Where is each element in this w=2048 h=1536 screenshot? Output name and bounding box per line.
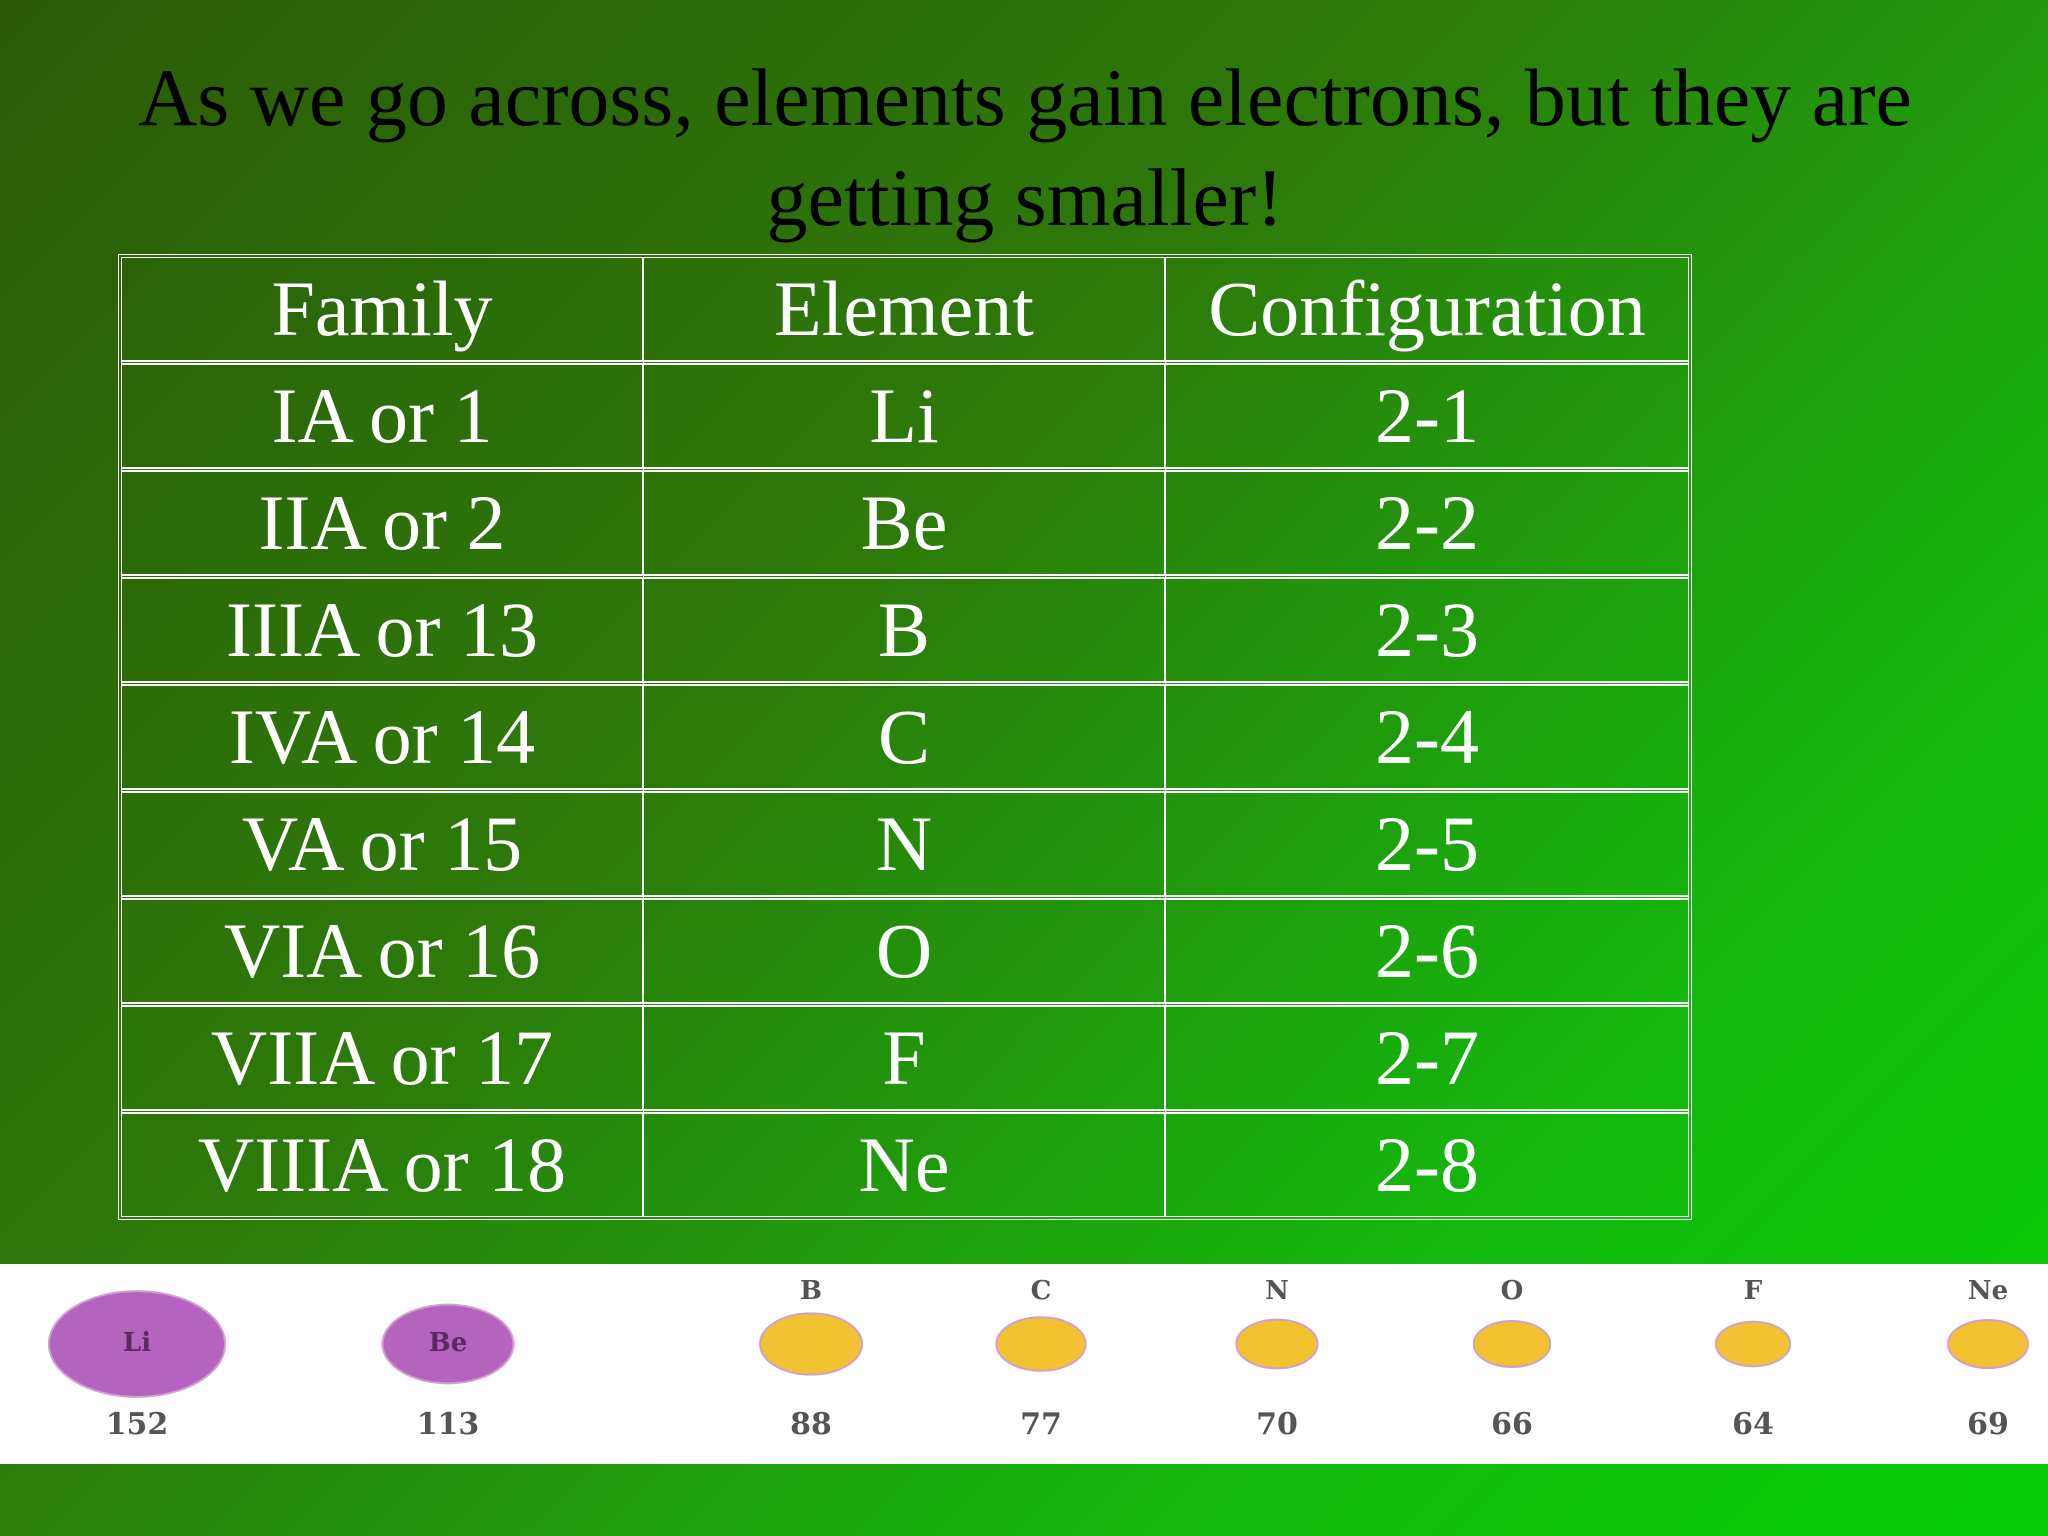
table-row: VIIA or 17 F 2-7 <box>122 1007 1688 1114</box>
table-cell: Be <box>644 472 1166 579</box>
table-cell: 2-3 <box>1166 579 1688 686</box>
atom-radius: 70 <box>1256 1407 1298 1442</box>
atom-symbol: O <box>1501 1276 1524 1306</box>
atom <box>381 1303 515 1385</box>
atom-symbol: Li <box>123 1328 151 1358</box>
atom-symbol: Be <box>429 1328 468 1358</box>
atom <box>1946 1318 2030 1370</box>
atom-radius: 152 <box>106 1407 169 1442</box>
table-cell: Family <box>122 258 644 365</box>
table-cell: O <box>644 900 1166 1007</box>
table-row: IA or 1 Li 2-1 <box>122 365 1688 472</box>
atom <box>1472 1320 1552 1368</box>
table-cell: C <box>644 686 1166 793</box>
atom-symbol: N <box>1265 1276 1289 1306</box>
atom-symbol: F <box>1744 1276 1763 1306</box>
atom-radius: 77 <box>1020 1407 1062 1442</box>
table-cell: 2-1 <box>1166 365 1688 472</box>
table-row: VIIIA or 18 Ne 2-8 <box>122 1114 1688 1216</box>
table-cell: N <box>644 793 1166 900</box>
atom-radius: 113 <box>417 1407 480 1442</box>
table-row: VA or 15 N 2-5 <box>122 793 1688 900</box>
table-cell: VIA or 16 <box>122 900 644 1007</box>
config-table: Family Element Configuration IA or 1 Li 2-1 II… <box>118 254 1692 1220</box>
table-cell: Element <box>644 258 1166 365</box>
atom-radius: 64 <box>1732 1407 1774 1442</box>
table-cell: 2-4 <box>1166 686 1688 793</box>
table-cell: IIIA or 13 <box>122 579 644 686</box>
table-cell: IIA or 2 <box>122 472 644 579</box>
table-cell: 2-8 <box>1375 1121 1479 1208</box>
atom-symbol: Ne <box>1968 1276 2008 1306</box>
table-cell: IA or 1 <box>122 365 644 472</box>
slide-title: As we go across, elements gain electrons… <box>138 52 1912 243</box>
table-row: IIA or 2 Be 2-2 <box>122 472 1688 579</box>
table-cell: 2-6 <box>1166 900 1688 1007</box>
atom <box>758 1312 864 1376</box>
table-cell: Ne <box>644 1114 1166 1216</box>
atom <box>1235 1318 1319 1370</box>
table-row: VIA or 16 O 2-6 <box>122 900 1688 1007</box>
table-cell: IVA or 14 <box>122 686 644 793</box>
atom <box>995 1316 1087 1372</box>
table-cell: B <box>644 579 1166 686</box>
table-row: IVA or 14 C 2-4 <box>122 686 1688 793</box>
atom-symbol: B <box>800 1276 822 1306</box>
atom-strip: Li 152 Be 113 B 88 C 77 N 70 O 66 F 64 Ne 69 <box>0 1264 2048 1464</box>
table-cell: VIIA or 17 <box>122 1007 644 1114</box>
table-cell: Configuration <box>1166 258 1688 365</box>
table-cell: F <box>644 1007 1166 1114</box>
table-cell: VIIIA or 18 <box>122 1114 644 1216</box>
table-cell: 2-5 <box>1166 793 1688 900</box>
table-cell: Li <box>644 365 1166 472</box>
atom-radius: 88 <box>790 1407 832 1442</box>
table-row: IIIA or 13 B 2-3 <box>122 579 1688 686</box>
table-cell: 2-7 <box>1166 1007 1688 1114</box>
table-cell: 2-2 <box>1166 472 1688 579</box>
atom-radius: 69 <box>1967 1407 2009 1442</box>
header-row: Family Element Configuration <box>122 258 1688 365</box>
atom-radius: 66 <box>1491 1407 1533 1442</box>
atom <box>47 1290 227 1398</box>
table-cell: VA or 15 <box>122 793 644 900</box>
atom <box>1714 1320 1792 1368</box>
atom-symbol: C <box>1031 1276 1052 1306</box>
